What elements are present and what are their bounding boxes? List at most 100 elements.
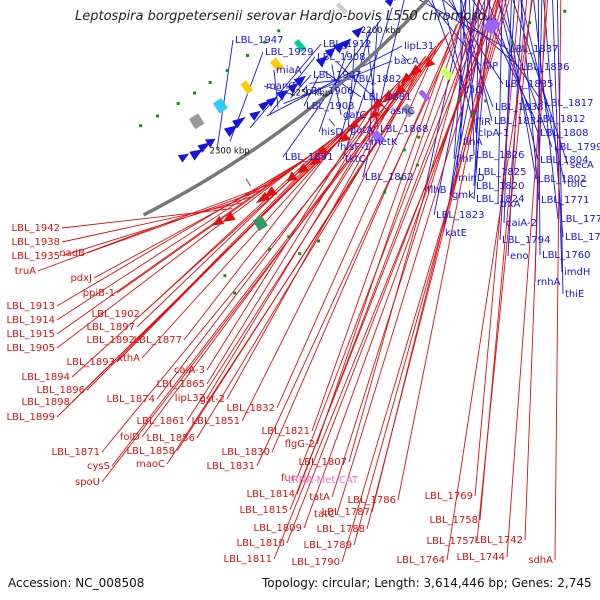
gene-label[interactable]: LBL_1874	[107, 394, 155, 405]
gene-label[interactable]: LBL_1820	[476, 181, 524, 192]
gene-label[interactable]: LBL_1825	[478, 167, 526, 178]
gene-label[interactable]: LBL_1823	[436, 210, 484, 221]
gene-label[interactable]: LBL_1744	[457, 552, 505, 563]
gene-label[interactable]: maoC	[136, 459, 165, 470]
gene-label[interactable]: pdxJ	[70, 273, 92, 284]
gene-label[interactable]: LBL_1815	[240, 505, 288, 516]
gene-label[interactable]: LBL_1826	[476, 150, 524, 161]
gene-label[interactable]: flhA	[463, 137, 483, 148]
gene-label[interactable]: manC	[266, 81, 295, 92]
gene-label[interactable]: LBL_1812	[537, 114, 585, 125]
gene-label[interactable]: secA	[570, 160, 594, 171]
gene-label[interactable]: caiA-2	[506, 218, 537, 229]
gene-label[interactable]: LBL_1938	[12, 237, 60, 248]
gene-label[interactable]: fliR	[475, 117, 491, 128]
gene-label[interactable]: caiA-3	[174, 365, 205, 376]
gene-label[interactable]: gst-2	[200, 394, 225, 405]
gene-label[interactable]: tatA	[309, 492, 330, 503]
gene-label[interactable]: LBL_1871	[52, 447, 100, 458]
gene-label[interactable]: LBL_1861	[137, 416, 185, 427]
gene-label[interactable]: LBL_1810	[237, 538, 285, 549]
gene-label[interactable]: LBL_1834	[494, 116, 542, 127]
gene-label[interactable]: minD	[458, 173, 485, 184]
gene-label[interactable]: gmk	[452, 190, 474, 201]
gene-label[interactable]: LBL_1906	[305, 86, 353, 97]
gene-label[interactable]: LBL_1809	[254, 523, 302, 534]
gene-label[interactable]: LBL_1935	[12, 251, 60, 262]
gene-label[interactable]: gatA	[350, 125, 373, 136]
gene-label[interactable]: clpA-1	[478, 128, 509, 139]
gene-label[interactable]: LBL_1771	[541, 195, 589, 206]
gene-label[interactable]: LBL_1899	[7, 412, 55, 423]
gene-label[interactable]: LBL_1764	[397, 555, 445, 566]
gene-label[interactable]: LBL_1757	[427, 536, 475, 547]
gene-label[interactable]: fur	[281, 473, 296, 484]
gene-label[interactable]: LBL_1804	[540, 155, 588, 166]
gene-label[interactable]: LBL_1897	[87, 322, 135, 333]
gene-label[interactable]: LBL_1790	[292, 557, 340, 568]
gene-label[interactable]: LBL_1760	[542, 250, 590, 261]
gene-label[interactable]: LBL_1912	[323, 39, 371, 50]
gene-label[interactable]: LBL_1770	[560, 214, 600, 225]
gene-label[interactable]: LBL_1794	[502, 235, 550, 246]
gene-label[interactable]: LBL_1896	[37, 385, 85, 396]
gene-label[interactable]: lipL31	[404, 41, 434, 52]
gene-label[interactable]: LBL_1905	[7, 343, 55, 354]
gene-label[interactable]: hisF-1	[340, 142, 370, 153]
gene-label[interactable]: LBL_1836	[521, 62, 569, 73]
gene-label[interactable]: LBL_1898	[22, 397, 70, 408]
gene-label[interactable]: fliP	[483, 61, 498, 72]
gene-label[interactable]: asnC	[390, 106, 415, 117]
gene-label[interactable]: truA	[15, 266, 36, 277]
gene-label[interactable]: LBL_1913	[7, 301, 55, 312]
gene-label[interactable]: LBL_1831	[207, 461, 255, 472]
gene-label[interactable]: LBL_1865	[157, 379, 205, 390]
gene-label[interactable]: lipL32	[175, 393, 205, 404]
gene-label[interactable]: LBL_1817	[545, 98, 593, 109]
gene-label[interactable]: tolC	[567, 179, 587, 190]
gene-label[interactable]: LBL_1891	[285, 152, 333, 163]
gene-label[interactable]: spoU	[75, 477, 100, 488]
gene-label[interactable]: LBL_1742	[475, 535, 523, 546]
gene-label[interactable]: LBL_1758	[430, 515, 478, 526]
gene-label[interactable]: tktC	[345, 154, 366, 165]
rna-label[interactable]: tRNA-Met-CAT	[288, 475, 359, 486]
gene-label[interactable]: LBL_1877	[134, 335, 182, 346]
gene-label[interactable]: LBL_1824	[476, 194, 524, 205]
gene-label[interactable]: metK	[371, 137, 398, 148]
gene-label[interactable]: LBL_1808	[540, 128, 588, 139]
gene-label[interactable]: ppiB-1	[83, 288, 115, 299]
gene-label[interactable]: LBL_1902	[92, 309, 140, 320]
gene-label[interactable]: LBL_1838	[495, 102, 543, 113]
gene-label[interactable]: LBL_1907	[313, 70, 361, 81]
gene-label[interactable]: LBL_1893	[67, 357, 115, 368]
gene-label[interactable]: fliQ	[466, 85, 483, 96]
gene-label[interactable]: folD	[120, 432, 140, 443]
gene-label[interactable]: LBL_1947	[235, 35, 283, 46]
gene-label[interactable]: LBL_1868	[380, 124, 428, 135]
gene-label[interactable]: LBL_1908	[317, 52, 365, 63]
gene-label[interactable]: thiE	[565, 289, 584, 300]
gene-label[interactable]: LBL_1837	[510, 44, 558, 55]
gene-label[interactable]: LBL_1942	[12, 223, 60, 234]
gene-label[interactable]: LBL_1862	[365, 172, 413, 183]
gene-label[interactable]: flhB	[427, 185, 447, 196]
gene-label[interactable]: trxA	[500, 199, 521, 210]
gene-label[interactable]: xthA	[117, 353, 140, 364]
gene-label[interactable]: LBL_1903	[306, 101, 354, 112]
gene-label[interactable]: LBL_1881	[363, 92, 411, 103]
gene-label[interactable]: LBL_1799	[554, 142, 600, 153]
gene-label[interactable]: LBL_1835	[505, 79, 553, 90]
gene-label[interactable]: flgG-2	[285, 439, 315, 450]
gene-label[interactable]: katE	[445, 228, 467, 239]
gene-label[interactable]: LBL_1789	[304, 540, 352, 551]
gene-label[interactable]: LBL_1811	[224, 554, 272, 565]
gene-label[interactable]: LBL_1788	[317, 524, 365, 535]
gene-label[interactable]: hisD	[321, 127, 343, 138]
gene-label[interactable]: nadB	[59, 248, 85, 259]
gene-label[interactable]: LBL_1929	[265, 47, 313, 58]
gene-label[interactable]: flhF	[456, 154, 475, 165]
gene-label[interactable]: LBL_1787	[322, 507, 370, 518]
gene-label[interactable]: LBL_1856	[147, 433, 195, 444]
gene-label[interactable]: rnhA	[537, 277, 561, 288]
